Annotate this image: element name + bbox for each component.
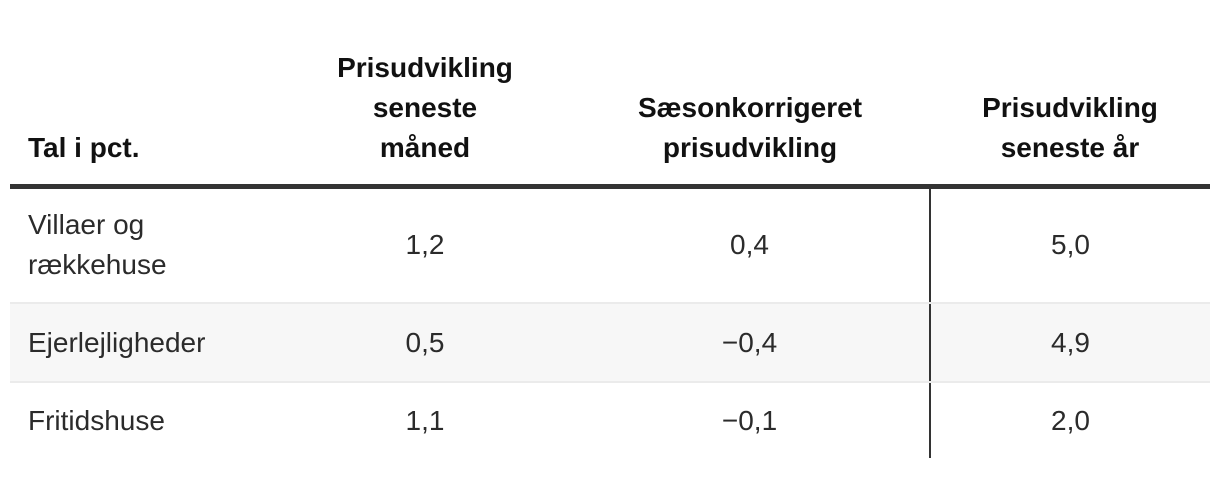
table-row-villaer: Villaer og rækkehuse 1,2 0,4 5,0 xyxy=(10,186,1210,304)
row-label: Fritidshuse xyxy=(28,404,165,436)
row-label: Ejerlejligheder xyxy=(10,303,280,383)
price-development-table: Tal i pct. Prisudvikling seneste måned S… xyxy=(10,0,1210,458)
cell-value: 1,2 xyxy=(280,186,570,304)
column-header-seneste-ar: Prisudvikling seneste år xyxy=(930,0,1210,189)
cell-value: −0,4 xyxy=(570,303,930,383)
table-row-fritidshuse: Fritidshuse 1,1 −0,1 2,0 xyxy=(10,382,1210,458)
cell-value: 5,0 xyxy=(929,186,1210,304)
cell-value: 4,9 xyxy=(929,303,1210,383)
table-header: Tal i pct. Prisudvikling seneste måned S… xyxy=(10,0,1210,189)
table-body: Villaer og rækkehuse 1,2 0,4 5,0 Ejerlej… xyxy=(10,186,1210,458)
cell-value: −0,1 xyxy=(721,404,778,436)
cell-value: 1,1 xyxy=(405,404,445,436)
column-header-saesonkorrigeret: Sæsonkorrigeret prisudvikling xyxy=(570,0,930,189)
column-header-seneste-maned: Prisudvikling seneste måned xyxy=(280,0,570,189)
row-label: Villaer og rækkehuse xyxy=(10,186,280,304)
cell-value: 0,4 xyxy=(570,186,930,304)
table-row-ejerlejligheder: Ejerlejligheder 0,5 −0,4 4,9 xyxy=(10,303,1210,383)
header-row: Tal i pct. Prisudvikling seneste måned S… xyxy=(10,0,1210,189)
corner-header-tal-i-pct: Tal i pct. xyxy=(10,0,280,189)
cell-value: 2,0 xyxy=(929,382,1210,458)
cell-value: 0,5 xyxy=(280,303,570,383)
